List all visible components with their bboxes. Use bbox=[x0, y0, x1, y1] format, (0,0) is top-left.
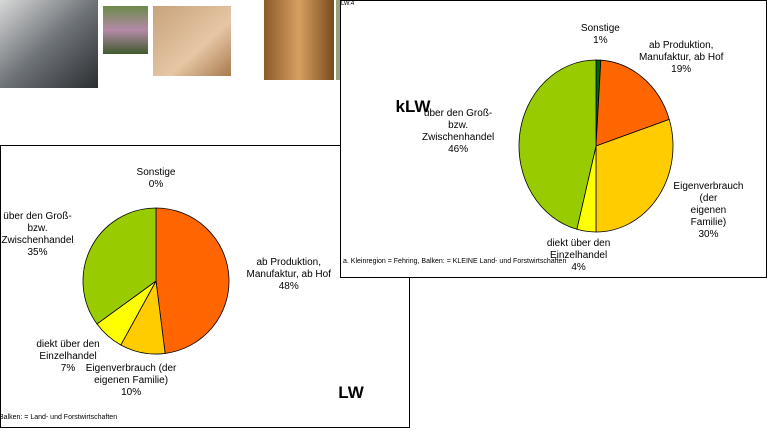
photo-strip bbox=[0, 0, 345, 88]
footnote: a. Kleinregion = Fehring, Balken: = KLEI… bbox=[343, 258, 567, 265]
slice-label: diekt über den Einzelhandel 4% bbox=[547, 238, 610, 274]
value-label: 35% bbox=[27, 246, 48, 258]
pie-slice bbox=[595, 59, 670, 147]
category-label: Eigenverbrauch (der eigenen Familie) bbox=[673, 181, 744, 229]
value-label: 48% bbox=[278, 280, 299, 292]
pie-slice bbox=[595, 118, 674, 233]
pie-chart bbox=[82, 207, 230, 355]
slice-label: über den Groß- bzw. Zwischenhandel 46% bbox=[422, 108, 494, 156]
category-label: Sonstige bbox=[136, 167, 176, 179]
pie-slice bbox=[82, 207, 157, 325]
photo bbox=[153, 6, 231, 76]
category-label: diekt über den Einzelhandel bbox=[546, 238, 611, 262]
chart-panel: Sonstige 1% ab Produktion, Manufaktur, ab… bbox=[340, 0, 767, 278]
category-label: über den Groß- bzw. Zwischenhandel bbox=[421, 108, 495, 144]
photo bbox=[264, 0, 334, 80]
category-label: ab Produktion, Manufaktur, ab Hof bbox=[638, 40, 724, 64]
value-label: 19% bbox=[671, 64, 692, 76]
slice-label: Eigenverbrauch (der eigenen Familie) 10% bbox=[86, 363, 177, 399]
category-label: ab Produktion, Manufaktur, ab Hof bbox=[246, 256, 331, 280]
photo bbox=[103, 6, 148, 54]
slice-label: Eigenverbrauch (der eigenen Familie) 30% bbox=[673, 181, 743, 241]
chart-title: kLW bbox=[395, 97, 431, 116]
category-label: Eigenverbrauch (der eigenen Familie) bbox=[85, 362, 177, 386]
value-label: 30% bbox=[698, 229, 719, 241]
category-label: Sonstige bbox=[580, 22, 620, 34]
slice-label: ab Produktion, Manufaktur, ab Hof 19% bbox=[639, 40, 724, 76]
slice-label: Sonstige 0% bbox=[137, 167, 176, 191]
pie-chart bbox=[518, 59, 674, 233]
slice-label: über den Groß- bzw. Zwischenhandel 35% bbox=[1, 211, 73, 259]
value-label: 1% bbox=[593, 34, 608, 46]
value-label: 4% bbox=[571, 262, 586, 274]
footnote: Balken: = Land- und Forstwirtschaften bbox=[0, 414, 118, 421]
slice-label: diekt über den Einzelhandel 7% bbox=[36, 339, 99, 375]
value-label: 46% bbox=[448, 144, 469, 156]
pie-slice bbox=[518, 59, 597, 230]
photo bbox=[0, 0, 98, 88]
value-label: 0% bbox=[148, 179, 164, 191]
value-label: 7% bbox=[60, 363, 76, 375]
category-label: diekt über den Einzelhandel bbox=[36, 339, 100, 363]
slice-label: ab Produktion, Manufaktur, ab Hof 48% bbox=[246, 257, 331, 293]
slice-label: Sonstige 1% bbox=[581, 23, 620, 47]
category-label: über den Groß- bzw. Zwischenhandel bbox=[1, 210, 74, 246]
value-label: 10% bbox=[121, 386, 142, 398]
chart-title: LW bbox=[338, 383, 364, 402]
pie-slice bbox=[155, 207, 230, 354]
slide-code: LW.4 bbox=[341, 1, 355, 7]
